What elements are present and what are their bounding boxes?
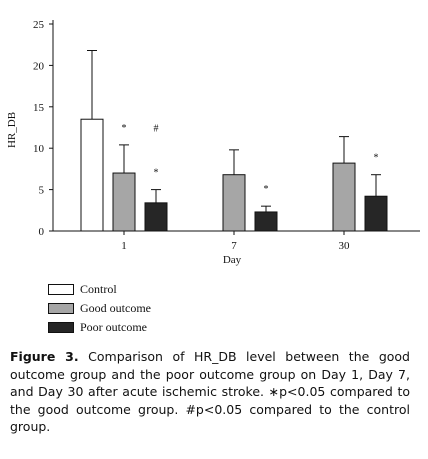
legend-item: Poor outcome [48,318,248,337]
legend-label: Good outcome [80,301,151,315]
bar-good-outcome-day-30 [332,162,356,232]
bar-chart: 0 5 10 15 20 25 1 7 30 * * * # * HR_DB Day [6,19,420,266]
x-tick-label: 7 [231,240,237,252]
bar-poor-outcome-day-7 [254,211,278,232]
x-tick-label: 30 [339,240,351,252]
significance-marker: # [154,124,159,135]
y-tick-label: 5 [39,185,45,197]
legend: Control Good outcome Poor outcome [48,280,248,337]
legend-item: Good outcome [48,299,248,318]
y-tick-label: 0 [39,226,45,238]
legend-label: Control [80,282,117,296]
legend-swatch [48,322,74,333]
figure-caption: Figure 3. Comparison of HR_DB level betw… [10,348,410,436]
bar-poor-outcome-day-30 [364,195,388,232]
y-tick-label: 25 [33,19,45,31]
significance-marker: * [122,123,127,134]
legend-label: Poor outcome [80,320,147,334]
significance-marker: * [264,184,269,195]
x-tick-label: 1 [121,240,127,252]
y-tick-label: 20 [33,60,45,72]
legend-swatch [48,303,74,314]
y-axis-label: HR_DB [6,112,18,148]
bar-poor-outcome-day-1 [144,202,168,232]
bar-control-day-1 [80,118,104,232]
caption-label: Figure 3. [10,349,79,364]
caption-text: Comparison of HR_DB level between the go… [10,349,410,434]
y-tick-label: 15 [33,102,45,114]
legend-swatch [48,284,74,295]
bar-good-outcome-day-7 [222,174,246,232]
legend-item: Control [48,280,248,299]
significance-marker: * [154,168,159,179]
bar-good-outcome-day-1 [112,172,136,232]
y-tick-label: 10 [33,143,45,155]
x-axis-label: Day [223,254,242,266]
significance-marker: * [374,153,379,164]
